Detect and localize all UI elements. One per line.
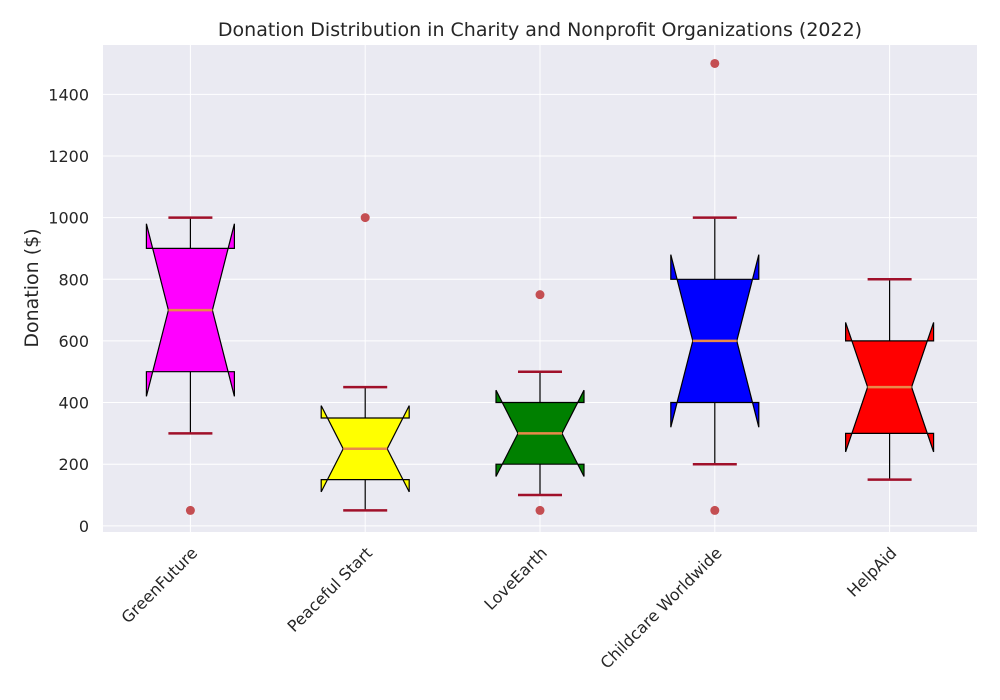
y-tick-label: 400: [58, 394, 89, 413]
y-tick-label: 1000: [48, 209, 89, 228]
outlier-point: [360, 213, 370, 223]
box-series: [145, 58, 935, 515]
y-tick-label: 1200: [48, 147, 89, 166]
outlier-point: [185, 505, 195, 515]
outlier-point: [535, 290, 545, 300]
chart-title: Donation Distribution in Charity and Non…: [218, 19, 862, 41]
outlier-point: [535, 505, 545, 515]
y-tick-label: 1400: [48, 85, 89, 104]
y-axis-label: Donation ($): [21, 228, 43, 347]
y-tick-label: 0: [79, 517, 89, 536]
x-tick-label: Childcare Worldwide: [597, 543, 726, 672]
outlier-point: [710, 58, 720, 68]
x-tick-label: HelpAid: [843, 543, 900, 600]
box-greenfuture: [145, 216, 235, 515]
box-childcare-worldwide: [670, 58, 760, 515]
y-tick-label: 800: [58, 270, 89, 289]
box-helpaid: [844, 278, 935, 481]
outlier-point: [710, 505, 720, 515]
y-axis-ticks: 0 200 400 600 800 1000 1200 1400: [48, 85, 89, 536]
x-tick-label: Peaceful Start: [284, 543, 376, 635]
x-axis-ticks: GreenFuture Peaceful Start LoveEarth Childc…: [118, 543, 901, 672]
y-tick-label: 200: [58, 455, 89, 474]
x-tick-label: LoveEarth: [480, 543, 550, 613]
x-tick-label: GreenFuture: [118, 543, 202, 627]
box-loveearth: [495, 290, 585, 515]
y-tick-label: 600: [58, 332, 89, 351]
box-peaceful-start: [320, 213, 410, 512]
